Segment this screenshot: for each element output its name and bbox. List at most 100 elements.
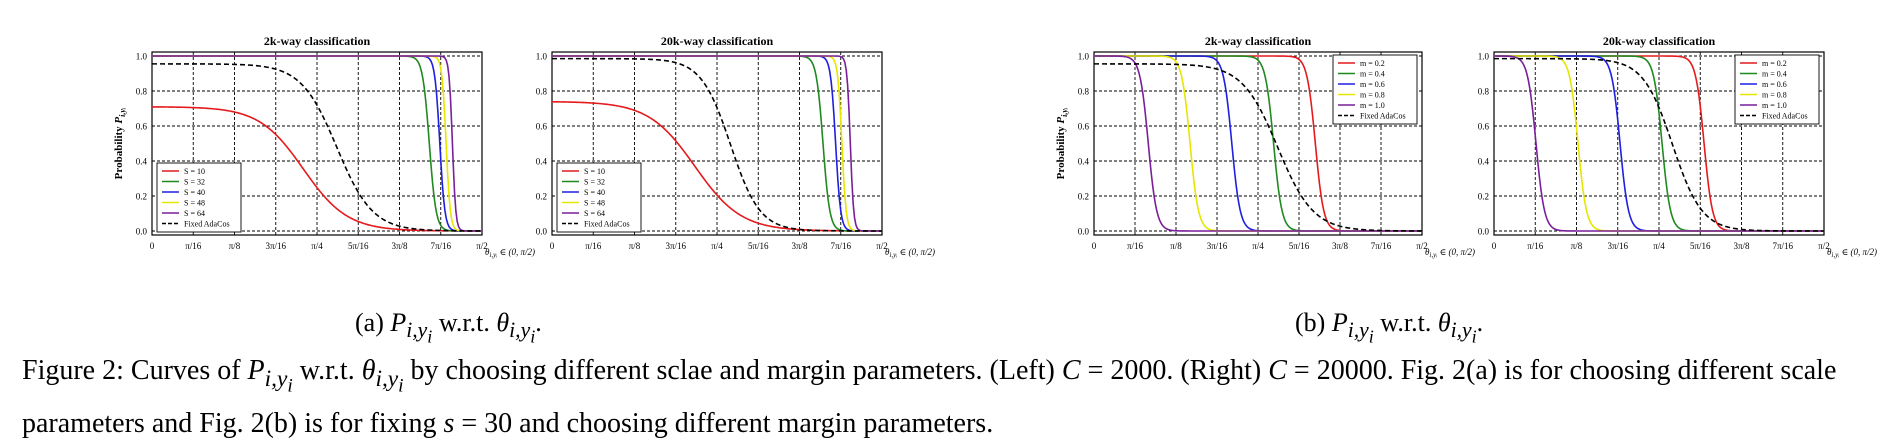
caption-s-var: s: [443, 408, 455, 440]
subcaption-b-label: (b): [1295, 308, 1326, 337]
legend-label: m = 1.0: [1360, 101, 1385, 110]
x-tick-label: 3π/16: [665, 241, 686, 251]
x-tick-label: 3π/8: [391, 241, 408, 251]
y-tick-label: 1.0: [1478, 52, 1490, 62]
x-tick-label: π/4: [1252, 241, 1264, 251]
x-tick-label: π/8: [229, 241, 241, 251]
legend: S = 10 S = 32S = 40 S = 48S = 64 Fixed AdaC…: [556, 162, 642, 233]
series-line-s-64: [552, 55, 882, 232]
y-tick-label: 0.8: [536, 87, 548, 97]
x-tick-label: π/2: [876, 241, 888, 251]
figure-panels: 0 π/16 π/8 3π/16 π/4 5π/16 3π/8 7π/16 π/2 0.0 0.2 0…: [113, 34, 1877, 259]
legend-label: S = 48: [584, 199, 605, 208]
x-tick-label: 3π/8: [1332, 241, 1349, 251]
y-tick-label: 0.4: [136, 157, 148, 167]
series-line-s-10: [151, 106, 482, 232]
subcaption-a-p: Pi,yi: [390, 308, 433, 347]
legend-label: S = 64: [184, 209, 205, 218]
chart-panel-2: 0 π/16 π/8 3π/16 π/4 5π/16 3π/8 7π/16 π/2 0.0 0.2 0…: [536, 34, 935, 259]
caption-lead: Figure 2:: [22, 355, 124, 386]
subcaption-b-theta: θi,yi: [1437, 308, 1477, 347]
subcaption-b: (b) Pi,yi w.r.t. θi,yi.: [1295, 308, 1484, 347]
legend-label: Fixed AdaCos: [1360, 112, 1406, 121]
x-tick-label: π/4: [1653, 241, 1665, 251]
x-tick-label: 3π/8: [1733, 241, 1750, 251]
x-tick-label: π/2: [476, 241, 488, 251]
legend-label: S = 32: [184, 178, 205, 187]
caption-s-val: 30: [484, 408, 513, 440]
y-tick-label: 0.6: [1078, 122, 1090, 132]
series-line-m-1-0: [1094, 55, 1422, 232]
series-line-fixed-adacos: [152, 63, 482, 232]
y-tick-label: 0.8: [1078, 87, 1090, 97]
caption-t5: Fig. 2(a) is for choosing different scal…: [22, 355, 1837, 440]
x-axis-label: θi,yᵢ ∈ (0, π/2): [1827, 247, 1877, 259]
series-line-fixed-adacos: [552, 57, 882, 232]
legend-box: [556, 162, 642, 233]
series-line-fixed-adacos: [1094, 63, 1422, 232]
y-tick-label: 0.2: [1078, 192, 1089, 202]
caption-t2: w.r.t.: [299, 355, 355, 386]
legend-box: [156, 162, 242, 233]
legend-box: [1332, 54, 1418, 125]
caption-t4: (Right): [1180, 355, 1262, 386]
x-axis-label: θi,yᵢ ∈ (0, π/2): [885, 247, 935, 259]
series-line-s-64: [152, 55, 482, 232]
legend-label: m = 0.2: [1762, 59, 1787, 68]
x-tick-label: 3π/16: [1207, 241, 1228, 251]
subcaption-a: (a) Pi,yi w.r.t. θi,yi.: [355, 308, 542, 347]
y-tick-label: 0.8: [136, 87, 148, 97]
caption-t1: Curves of: [130, 355, 241, 386]
legend-box: [1734, 54, 1820, 125]
x-tick-label: π/8: [1571, 241, 1583, 251]
chart-panel-4: 0 π/16 π/8 3π/16 π/4 5π/16 3π/8 7π/16 π/2 0.0 0.2 0…: [1478, 34, 1877, 259]
chart-title: 2k-way classification: [264, 34, 371, 48]
legend: m = 0.2 m = 0.4m = 0.6 m = 0.8m = 1.0 Fixed…: [1734, 54, 1820, 125]
legend-label: Fixed AdaCos: [184, 220, 230, 229]
legend-label: S = 48: [184, 199, 205, 208]
caption-theta: θi,yi: [361, 355, 404, 397]
legend-label: S = 10: [584, 167, 605, 176]
x-tick-label: 0: [550, 241, 555, 251]
y-tick-label: 0.2: [1478, 192, 1489, 202]
legend-label: m = 0.4: [1762, 70, 1787, 79]
x-tick-label: 0: [1492, 241, 1497, 251]
legend-label: S = 40: [584, 188, 605, 197]
y-tick-label: 0.4: [1478, 157, 1490, 167]
x-tick-label: π/8: [1170, 241, 1182, 251]
x-tick-label: 3π/16: [1607, 241, 1628, 251]
legend: m = 0.2 m = 0.4m = 0.6 m = 0.8m = 1.0 Fixed…: [1332, 54, 1418, 125]
x-tick-label: π/4: [311, 241, 323, 251]
x-tick-label: 7π/16: [430, 241, 451, 251]
subcaption-b-p: Pi,yi: [1331, 308, 1374, 347]
legend-label: Fixed AdaCos: [584, 220, 630, 229]
legend-label: S = 64: [584, 209, 605, 218]
y-tick-label: 0.0: [1078, 227, 1090, 237]
legend-label: S = 32: [584, 178, 605, 187]
legend-label: m = 0.2: [1360, 59, 1385, 68]
legend-label: m = 0.8: [1762, 91, 1787, 100]
y-tick-label: 0.0: [536, 227, 548, 237]
x-tick-label: π/8: [629, 241, 641, 251]
y-tick-label: 0.2: [136, 192, 147, 202]
x-tick-label: 3π/8: [791, 241, 808, 251]
x-tick-label: π/4: [711, 241, 723, 251]
chart-panel-1: 0 π/16 π/8 3π/16 π/4 5π/16 3π/8 7π/16 π/2 0.0 0.2 0…: [113, 34, 535, 259]
y-tick-label: 1.0: [536, 52, 548, 62]
subcaption-b-text: w.r.t.: [1380, 308, 1432, 337]
y-tick-label: 0.0: [136, 227, 148, 237]
y-axis-label: Probability Pi,yᵢ: [113, 107, 127, 179]
legend-label: m = 0.8: [1360, 91, 1385, 100]
x-tick-label: 7π/16: [1371, 241, 1392, 251]
y-tick-label: 0.6: [536, 122, 548, 132]
x-tick-label: π/2: [1416, 241, 1428, 251]
chart-title: 20k-way classification: [661, 34, 774, 48]
x-tick-label: 7π/16: [1772, 241, 1793, 251]
subcaption-a-theta: θi,yi: [496, 308, 536, 347]
x-axis-label: θi,yᵢ ∈ (0, π/2): [1425, 247, 1475, 259]
subcaption-a-text: w.r.t.: [438, 308, 490, 337]
x-tick-label: 0: [1092, 241, 1097, 251]
y-tick-label: 0.4: [1078, 157, 1090, 167]
chart-title: 2k-way classification: [1205, 34, 1312, 48]
y-tick-label: 0.0: [1478, 227, 1490, 237]
